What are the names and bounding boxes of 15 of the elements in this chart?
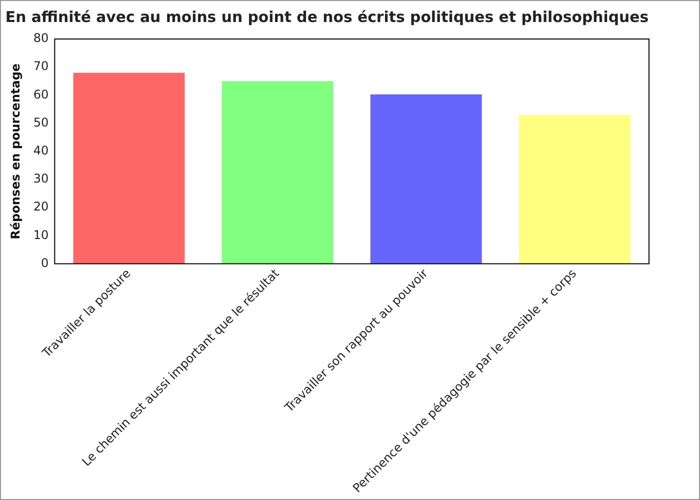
y-tick-label: 20 bbox=[33, 200, 49, 214]
chart-title: En affinité avec au moins un point de nos écrits politiques et philosophiques bbox=[5, 8, 649, 26]
bar bbox=[222, 81, 334, 264]
bar bbox=[518, 114, 630, 264]
y-tick-label: 80 bbox=[33, 31, 49, 46]
y-tick-label: 10 bbox=[33, 228, 49, 242]
y-tick-label: 30 bbox=[33, 172, 49, 186]
y-tick-label: 40 bbox=[33, 144, 49, 158]
y-tick-label: 60 bbox=[33, 87, 49, 102]
bar bbox=[370, 94, 482, 264]
bar bbox=[73, 72, 185, 264]
y-tick-label: 0 bbox=[41, 256, 49, 270]
y-axis-title: Réponses en pourcentage bbox=[8, 63, 22, 240]
y-tick-label: 50 bbox=[33, 115, 49, 130]
y-tick-label: 70 bbox=[33, 59, 49, 74]
